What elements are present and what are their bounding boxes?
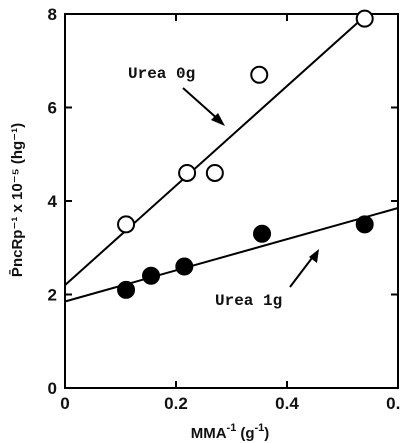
open-point <box>117 215 136 234</box>
filled-point <box>117 280 136 299</box>
open-point <box>355 9 374 28</box>
axis-ticks: 0 0.2 0.4 0.6 0 2 4 6 8 <box>48 5 401 413</box>
open-point <box>205 163 224 182</box>
y-tick-label: 2 <box>48 286 57 305</box>
x-tick-label: 0.2 <box>164 394 188 413</box>
annotations: Urea 0g Urea 1g <box>128 65 319 310</box>
filled-point <box>175 257 194 276</box>
x-tick-label: 0.6 <box>386 394 401 413</box>
fit-line-series-1 <box>64 207 399 303</box>
annotation-urea-1g: Urea 1g <box>215 292 282 310</box>
filled-point <box>142 266 161 285</box>
y-tick-label: 6 <box>48 99 57 118</box>
arrow-urea-0g <box>182 87 221 122</box>
fit-line-series-0 <box>64 15 366 286</box>
y-tick-label: 8 <box>48 5 57 24</box>
y-axis-label: P̄ncRp⁻¹ x 10⁻⁵ (hg⁻¹) <box>8 123 26 277</box>
y-tick-label: 0 <box>48 379 57 398</box>
y-tick-label: 4 <box>48 192 58 211</box>
x-tick-label: 0 <box>60 394 69 413</box>
annotation-urea-0g: Urea 0g <box>128 65 195 83</box>
arrowhead-urea-0g <box>211 113 225 126</box>
open-point <box>178 163 197 182</box>
x-tick-label: 0.4 <box>275 394 299 413</box>
open-point <box>250 65 269 84</box>
data-points <box>117 9 374 299</box>
plot-frame <box>64 13 399 389</box>
fit-lines <box>64 15 399 303</box>
x-axis-label: MMA-1 (g-1) <box>191 422 270 442</box>
arrow-urea-1g <box>289 253 316 288</box>
filled-point <box>253 224 272 243</box>
arrowhead-urea-1g <box>309 249 319 263</box>
filled-point <box>355 215 374 234</box>
